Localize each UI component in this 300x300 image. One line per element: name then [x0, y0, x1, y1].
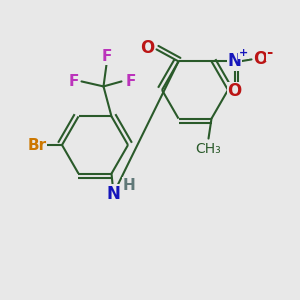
Text: O: O [140, 39, 154, 57]
Text: -: - [266, 45, 273, 60]
Text: +: + [239, 48, 248, 59]
Text: H: H [123, 178, 136, 193]
Text: CH₃: CH₃ [196, 142, 221, 156]
Text: O: O [254, 50, 268, 68]
Text: F: F [125, 74, 136, 89]
Text: Br: Br [27, 137, 46, 152]
Text: O: O [227, 82, 242, 100]
Text: N: N [106, 184, 120, 202]
Text: N: N [228, 52, 242, 70]
Text: F: F [68, 74, 79, 89]
Text: F: F [101, 49, 112, 64]
